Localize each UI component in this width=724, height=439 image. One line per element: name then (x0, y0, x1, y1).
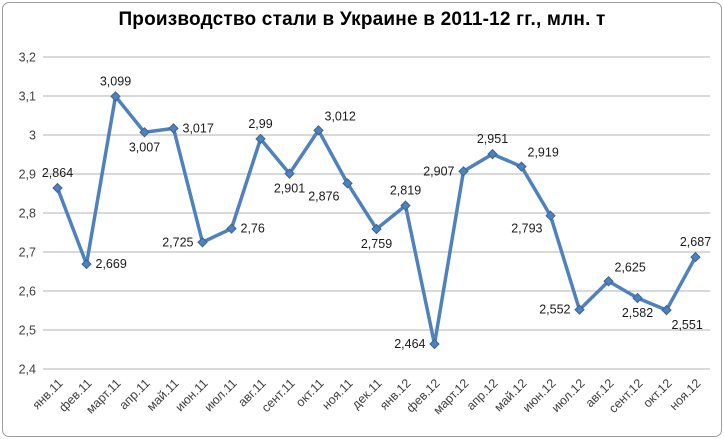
data-point-label: 3,012 (325, 109, 356, 123)
data-point-marker (690, 251, 701, 263)
data-line (55, 94, 698, 346)
data-point-marker (168, 123, 179, 134)
data-point-label: 3,099 (100, 74, 131, 88)
data-point-marker (632, 292, 643, 304)
data-point-label: 3,007 (129, 140, 160, 154)
data-point-marker (284, 168, 295, 179)
data-point-marker (400, 200, 411, 211)
data-point-marker (139, 127, 150, 138)
data-point-label: 2,901 (274, 182, 305, 196)
data-point-label: 2,99 (248, 117, 272, 131)
data-point-label: 2,819 (390, 184, 421, 198)
data-point-label: 2,907 (423, 164, 454, 178)
data-point-marker (661, 304, 672, 316)
data-point-label: 3,017 (183, 121, 214, 135)
data-point-label: 2,551 (672, 318, 703, 332)
data-point-label: 2,552 (539, 303, 570, 317)
data-point-marker (110, 91, 121, 102)
data-point-label: 2,725 (162, 235, 193, 249)
data-point-marker (197, 237, 208, 248)
x-axis-tick-label: июл.11 (202, 376, 240, 414)
data-point-marker (226, 223, 237, 234)
data-point-marker (574, 304, 585, 315)
x-axis-tick-label: сент.11 (259, 376, 298, 415)
data-point-marker (516, 161, 527, 172)
data-point-label: 2,793 (511, 222, 542, 236)
data-point-label: 2,625 (615, 260, 646, 274)
y-axis-tick-label: 3,2 (19, 51, 36, 65)
data-point-label: 2,76 (241, 222, 265, 236)
y-axis-tick-label: 3 (29, 129, 36, 143)
data-point-label: 2,669 (96, 257, 127, 271)
x-axis-tick-label: июл.12 (549, 376, 588, 415)
y-axis-tick-label: 2,9 (19, 168, 36, 182)
data-point-marker (255, 133, 266, 145)
x-axis-tick-label: ноя.12 (667, 376, 704, 413)
data-point-label: 2,582 (622, 306, 653, 320)
x-axis-tick-label: ноя.11 (320, 376, 356, 412)
data-point-marker (487, 148, 498, 160)
data-point-marker (429, 338, 440, 350)
data-point-label: 2,759 (361, 237, 392, 251)
data-point-label: 2,951 (477, 132, 508, 146)
data-point-label: 2,464 (394, 337, 425, 351)
data-point-marker (313, 125, 324, 136)
y-axis-tick-label: 2,5 (19, 324, 36, 338)
data-point-label: 2,687 (680, 235, 711, 249)
y-axis-tick-label: 2,6 (19, 285, 36, 299)
data-point-marker (81, 258, 92, 270)
y-axis-tick-label: 2,7 (19, 246, 36, 260)
data-point-label: 2,876 (308, 189, 339, 203)
data-point-marker (545, 210, 556, 221)
data-point-marker (342, 178, 353, 189)
data-point-label: 2,864 (42, 166, 73, 180)
data-point-marker (603, 276, 614, 287)
data-point-marker (52, 182, 63, 194)
data-point-marker (458, 166, 469, 177)
y-axis-tick-label: 2,8 (19, 207, 36, 221)
chart-title: Производство стали в Украине в 2011-12 г… (118, 9, 606, 30)
data-point-label: 2,919 (528, 146, 559, 160)
y-axis-tick-label: 3,1 (19, 90, 36, 104)
data-point-marker (371, 223, 382, 235)
y-axis-tick-label: 2,4 (19, 363, 36, 377)
